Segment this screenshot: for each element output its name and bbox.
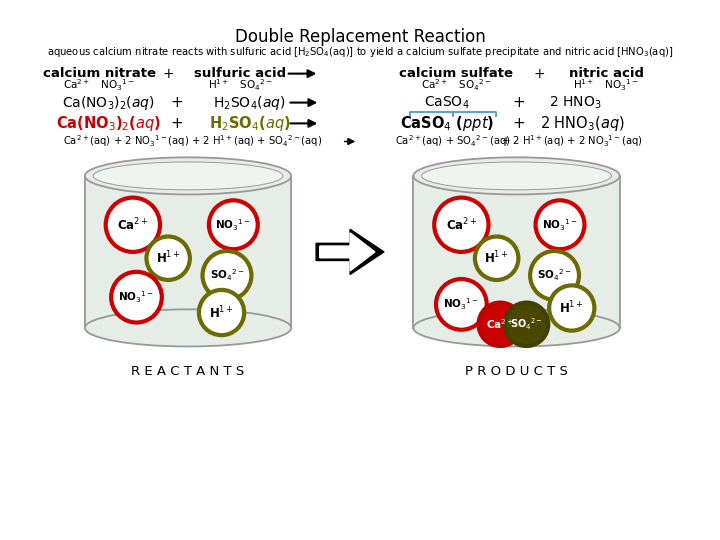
Circle shape (111, 272, 162, 322)
Circle shape (202, 251, 251, 300)
Text: H$^{1+}$: H$^{1+}$ (209, 304, 234, 321)
Text: +: + (534, 66, 545, 80)
Text: +: + (512, 116, 525, 131)
Text: NO$_3$$^{1-}$: NO$_3$$^{1-}$ (542, 217, 578, 233)
Text: +: + (162, 66, 174, 80)
Text: aqueous calcium nitrate reacts with sulfuric acid [H$_2$SO$_4$(aq)] to yield a c: aqueous calcium nitrate reacts with sulf… (47, 45, 673, 59)
Ellipse shape (413, 309, 620, 347)
Text: Double Replacement Reaction: Double Replacement Reaction (235, 29, 485, 46)
Circle shape (436, 279, 487, 330)
Ellipse shape (422, 162, 611, 190)
Text: calcium sulfate: calcium sulfate (399, 67, 513, 80)
Circle shape (549, 285, 595, 330)
Text: Ca$^{2+}$   SO$_4$$^{2-}$: Ca$^{2+}$ SO$_4$$^{2-}$ (420, 78, 491, 93)
Text: H$^{1+}$: H$^{1+}$ (156, 250, 181, 267)
Text: Ca$^{2+}$: Ca$^{2+}$ (486, 318, 514, 331)
Text: +: + (171, 95, 184, 110)
Text: 2 HNO$_3$: 2 HNO$_3$ (549, 94, 602, 111)
Text: Ca(NO$_3$)$_2$($\it{aq}$): Ca(NO$_3$)$_2$($\it{aq}$) (56, 114, 161, 133)
Circle shape (475, 237, 518, 280)
Text: SO$_4$$^{2-}$: SO$_4$$^{2-}$ (537, 268, 572, 283)
Circle shape (434, 198, 488, 252)
Polygon shape (320, 233, 375, 271)
Text: CaSO$_4$: CaSO$_4$ (424, 94, 469, 111)
Ellipse shape (85, 157, 291, 194)
Text: CaSO$_4$ ($\it{ppt}$): CaSO$_4$ ($\it{ppt}$) (400, 114, 494, 133)
Text: R E A C T A N T S: R E A C T A N T S (132, 365, 245, 378)
Polygon shape (316, 230, 384, 274)
Text: SO$_4$$^{2-}$: SO$_4$$^{2-}$ (510, 316, 543, 332)
Text: calcium nitrate: calcium nitrate (43, 67, 156, 80)
Text: 2 HNO$_3$($\it{aq}$): 2 HNO$_3$($\it{aq}$) (540, 114, 625, 133)
Text: H$^{1+}$: H$^{1+}$ (485, 250, 509, 267)
Text: +: + (171, 116, 184, 131)
Text: H$^{1+}$: H$^{1+}$ (559, 300, 584, 316)
Bar (413, 176, 620, 328)
Text: NO$_3$$^{1-}$: NO$_3$$^{1-}$ (444, 296, 480, 312)
Text: Ca$^{2+}$: Ca$^{2+}$ (117, 217, 148, 233)
Circle shape (199, 290, 244, 335)
Circle shape (530, 251, 579, 300)
Text: H$^{1+}$   NO$_3$$^{1-}$: H$^{1+}$ NO$_3$$^{1-}$ (573, 78, 639, 93)
Text: P R O D U C T S: P R O D U C T S (465, 365, 568, 378)
Text: H$_2$SO$_4$($\it{aq}$): H$_2$SO$_4$($\it{aq}$) (213, 93, 286, 112)
Text: NO$_3$$^{1-}$: NO$_3$$^{1-}$ (215, 217, 251, 233)
Ellipse shape (85, 309, 291, 347)
Text: NO$_3$$^{1-}$: NO$_3$$^{1-}$ (119, 289, 155, 305)
Circle shape (479, 302, 522, 346)
Circle shape (505, 302, 548, 346)
Circle shape (209, 200, 258, 249)
Circle shape (536, 200, 585, 249)
Ellipse shape (413, 157, 620, 194)
Text: Ca$^{2+}$   NO$_3$$^{1-}$: Ca$^{2+}$ NO$_3$$^{1-}$ (63, 78, 135, 93)
Text: SO$_4$$^{2-}$: SO$_4$$^{2-}$ (210, 268, 244, 283)
Text: +: + (512, 95, 525, 110)
Circle shape (146, 237, 190, 280)
Text: H$^{1+}$   SO$_4$$^{2-}$: H$^{1+}$ SO$_4$$^{2-}$ (208, 78, 273, 93)
Circle shape (106, 198, 160, 252)
Text: + 2 H$^{1+}$(aq) + 2 NO$_3$$^{1-}$(aq): + 2 H$^{1+}$(aq) + 2 NO$_3$$^{1-}$(aq) (501, 133, 643, 150)
Text: Ca(NO$_3$)$_2$($\it{aq}$): Ca(NO$_3$)$_2$($\it{aq}$) (62, 93, 155, 112)
Text: Ca$^{2+}$(aq) + 2 NO$_3$$^{1-}$(aq) + 2 H$^{1+}$(aq) + SO$_4$$^{2-}$(aq): Ca$^{2+}$(aq) + 2 NO$_3$$^{1-}$(aq) + 2 … (63, 133, 323, 150)
Text: nitric acid: nitric acid (569, 67, 644, 80)
Text: sulfuric acid: sulfuric acid (194, 67, 287, 80)
Text: H$_2$SO$_4$($\it{aq}$): H$_2$SO$_4$($\it{aq}$) (209, 114, 290, 133)
Text: Ca$^{2+}$(aq) + SO$_4$$^{2-}$(aq): Ca$^{2+}$(aq) + SO$_4$$^{2-}$(aq) (395, 133, 510, 150)
Text: Ca$^{2+}$: Ca$^{2+}$ (446, 217, 477, 233)
Ellipse shape (93, 162, 283, 190)
Bar (85, 176, 291, 328)
